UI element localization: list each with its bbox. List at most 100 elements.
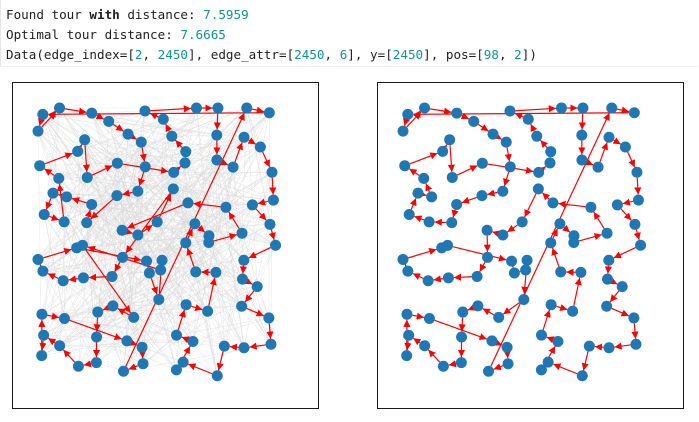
node bbox=[220, 201, 232, 213]
node bbox=[611, 199, 623, 211]
node bbox=[585, 201, 597, 213]
tour-edge bbox=[216, 351, 224, 371]
tour-edge bbox=[429, 107, 452, 115]
node bbox=[497, 185, 509, 197]
node bbox=[237, 273, 249, 285]
tour-edge bbox=[139, 147, 147, 162]
node bbox=[143, 267, 155, 279]
node bbox=[552, 335, 564, 347]
candidate-edge bbox=[208, 235, 272, 345]
tour-edge bbox=[427, 349, 441, 363]
node bbox=[603, 131, 615, 143]
node bbox=[619, 141, 631, 153]
tour-edge bbox=[191, 304, 203, 311]
node bbox=[500, 136, 512, 148]
tour-edge bbox=[561, 224, 571, 233]
node bbox=[116, 224, 128, 236]
data-summary-line: Data(edge_index=[2, 2450], edge_attr=[24… bbox=[6, 45, 537, 65]
candidate-edge bbox=[87, 177, 196, 224]
candidate-edge bbox=[171, 134, 217, 137]
node bbox=[502, 358, 514, 370]
candidate-edge bbox=[161, 260, 242, 307]
candidate-edge bbox=[207, 311, 218, 376]
tour-edge bbox=[213, 233, 237, 242]
candidate-edge bbox=[84, 139, 186, 152]
tour-edge bbox=[126, 204, 184, 229]
node bbox=[403, 329, 415, 341]
candidate-edge bbox=[112, 207, 227, 307]
tour-edge bbox=[503, 171, 510, 187]
candidate-edge bbox=[142, 334, 177, 364]
node bbox=[180, 237, 192, 249]
node bbox=[72, 360, 84, 372]
candidate-edge bbox=[243, 172, 273, 261]
node bbox=[487, 128, 499, 140]
tour-edge bbox=[609, 277, 618, 285]
node bbox=[632, 194, 644, 206]
node bbox=[77, 239, 89, 251]
node bbox=[182, 197, 194, 209]
tour-edge bbox=[234, 142, 244, 163]
tour-edge bbox=[43, 168, 55, 176]
found-tour-mid: distance: bbox=[119, 7, 204, 22]
node bbox=[423, 312, 435, 324]
node bbox=[118, 365, 130, 377]
node bbox=[166, 130, 178, 142]
candidate-edge bbox=[161, 171, 273, 261]
candidate-edge bbox=[133, 166, 146, 318]
tour-edge bbox=[467, 303, 476, 311]
tour-edge bbox=[408, 248, 437, 259]
tour-edge bbox=[262, 151, 271, 168]
tour-edge bbox=[219, 158, 229, 166]
candidate-edge bbox=[182, 286, 258, 363]
tour-edge bbox=[584, 158, 594, 166]
candidate-edge bbox=[241, 107, 248, 234]
candidate-edge bbox=[78, 107, 219, 367]
node bbox=[128, 311, 140, 323]
node bbox=[456, 331, 468, 343]
node bbox=[583, 340, 595, 352]
node bbox=[535, 364, 547, 376]
node bbox=[403, 209, 415, 221]
node bbox=[238, 131, 250, 143]
optimal-tour-distance: 7.6665 bbox=[180, 27, 226, 42]
node bbox=[497, 229, 509, 241]
tour-edge bbox=[633, 229, 641, 241]
tour-edge bbox=[128, 363, 139, 371]
candidate-edge bbox=[225, 207, 245, 348]
node bbox=[423, 216, 435, 228]
tour-edge bbox=[44, 152, 73, 165]
tour-edge bbox=[165, 123, 173, 133]
tour-edge bbox=[117, 308, 130, 316]
candidate-edge bbox=[41, 196, 67, 315]
candidate-edge bbox=[62, 280, 97, 363]
node bbox=[472, 300, 484, 312]
tour-edge bbox=[88, 273, 107, 281]
node bbox=[90, 357, 102, 369]
tour-edge bbox=[45, 198, 53, 210]
node bbox=[38, 209, 50, 221]
candidate-edge bbox=[91, 118, 164, 205]
candidate-edge bbox=[78, 242, 210, 367]
tour-edge bbox=[541, 192, 551, 201]
candidate-edge bbox=[137, 151, 187, 236]
node bbox=[426, 191, 438, 203]
node bbox=[401, 308, 413, 320]
candidate-edge bbox=[42, 114, 60, 179]
node bbox=[601, 227, 613, 239]
optimal-tour-graph bbox=[397, 102, 647, 382]
tour-edge bbox=[492, 230, 501, 238]
tour-edge bbox=[193, 200, 221, 208]
tour-edge bbox=[75, 144, 83, 153]
tour-nodes bbox=[397, 102, 647, 382]
candidate-edge bbox=[241, 233, 270, 319]
node bbox=[37, 108, 49, 120]
tour-edge bbox=[593, 211, 605, 229]
tour-edge bbox=[186, 247, 195, 267]
tour-edge bbox=[622, 198, 634, 206]
node bbox=[542, 356, 554, 368]
node bbox=[576, 370, 588, 382]
tour-edge bbox=[186, 228, 194, 239]
tour-edge bbox=[409, 152, 438, 165]
candidate-edge bbox=[77, 151, 217, 161]
